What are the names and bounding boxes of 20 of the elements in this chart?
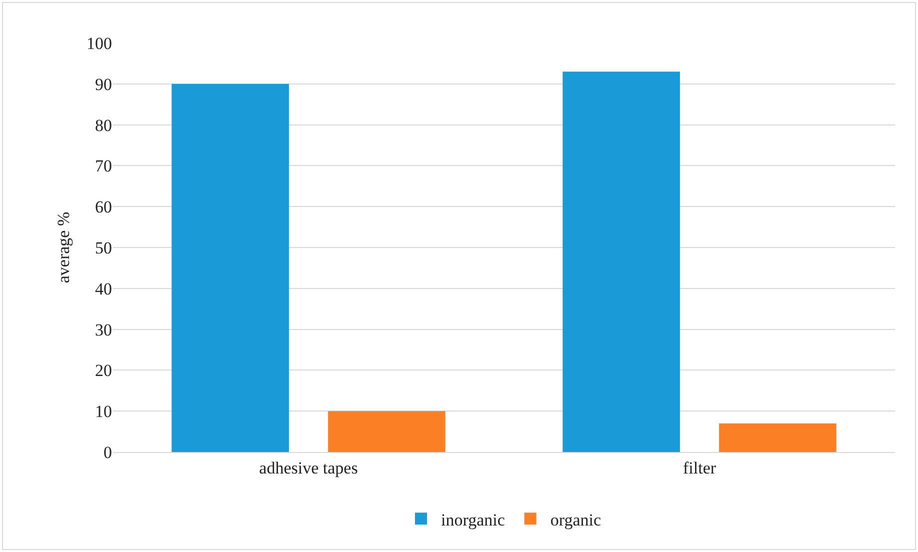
y-axis-title: average %	[54, 212, 73, 284]
y-tick-label: 0	[104, 442, 112, 462]
legend-label: inorganic	[441, 510, 506, 530]
y-tick-label: 70	[95, 156, 112, 176]
legend-label: organic	[550, 510, 602, 530]
y-tick-label: 40	[95, 279, 112, 298]
x-tick-label: filter	[682, 458, 716, 478]
y-tick-label: 50	[95, 238, 112, 258]
bar	[562, 72, 680, 452]
y-tick-label: 30	[95, 320, 112, 340]
y-tick-label: 20	[95, 361, 112, 380]
bar	[172, 84, 289, 452]
bar	[719, 423, 836, 452]
y-tick-label: 100	[86, 34, 112, 53]
y-tick-label: 80	[95, 116, 112, 135]
y-tick-label: 90	[95, 74, 112, 94]
x-tick-label: adhesive tapes	[259, 458, 358, 478]
y-tick-label: 60	[95, 198, 112, 217]
bar	[328, 411, 446, 452]
y-tick-label: 10	[95, 402, 112, 422]
